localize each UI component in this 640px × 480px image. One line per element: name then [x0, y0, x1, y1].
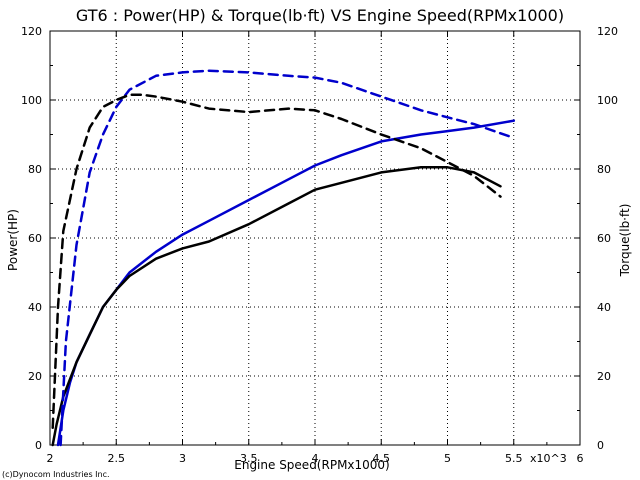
y2-tick-label: 20: [597, 370, 611, 383]
x-multiplier-label: x10^3: [530, 452, 567, 465]
x-axis-title: Engine Speed(RPMx1000): [234, 458, 390, 472]
y2-tick-label: 40: [597, 301, 611, 314]
y2-tick-label: 60: [597, 232, 611, 245]
y2-tick-label: 100: [597, 94, 618, 107]
x-tick-label: 2: [47, 452, 54, 465]
y-tick-label: 80: [28, 163, 42, 176]
y-tick-label: 120: [21, 25, 42, 38]
grid-lines: [50, 31, 580, 445]
x-tick-label: 3.5: [240, 452, 258, 465]
chart-title: GT6 : Power(HP) & Torque(lb·ft) VS Engin…: [76, 6, 564, 25]
x-tick-label: 3: [179, 452, 186, 465]
x-tick-label: 5: [444, 452, 451, 465]
y-tick-label: 20: [28, 370, 42, 383]
torque-series-line-2: [59, 69, 516, 447]
x-tick-label: 4: [312, 452, 319, 465]
y2-tick-label: 120: [597, 25, 618, 38]
x-tick-label: 2.5: [108, 452, 126, 465]
x-tick-label: 6: [577, 452, 584, 465]
power-series-line-1: [51, 166, 502, 447]
y-tick-label: 100: [21, 94, 42, 107]
torque-series-line-3: [51, 93, 502, 430]
y2-tick-label: 80: [597, 163, 611, 176]
y-tick-label: 0: [35, 439, 42, 452]
series-group: [51, 69, 516, 447]
y2-axis-title: Torque(lb·ft): [618, 204, 632, 278]
x-tick-label: 5.5: [505, 452, 523, 465]
y2-tick-label: 0: [597, 439, 604, 452]
y-axis-title: Power(HP): [6, 209, 20, 271]
y-tick-label: 40: [28, 301, 42, 314]
y-tick-label: 60: [28, 232, 42, 245]
credit-text: (c)Dynocom Industries Inc.: [2, 470, 110, 479]
x-tick-label: 4.5: [373, 452, 391, 465]
